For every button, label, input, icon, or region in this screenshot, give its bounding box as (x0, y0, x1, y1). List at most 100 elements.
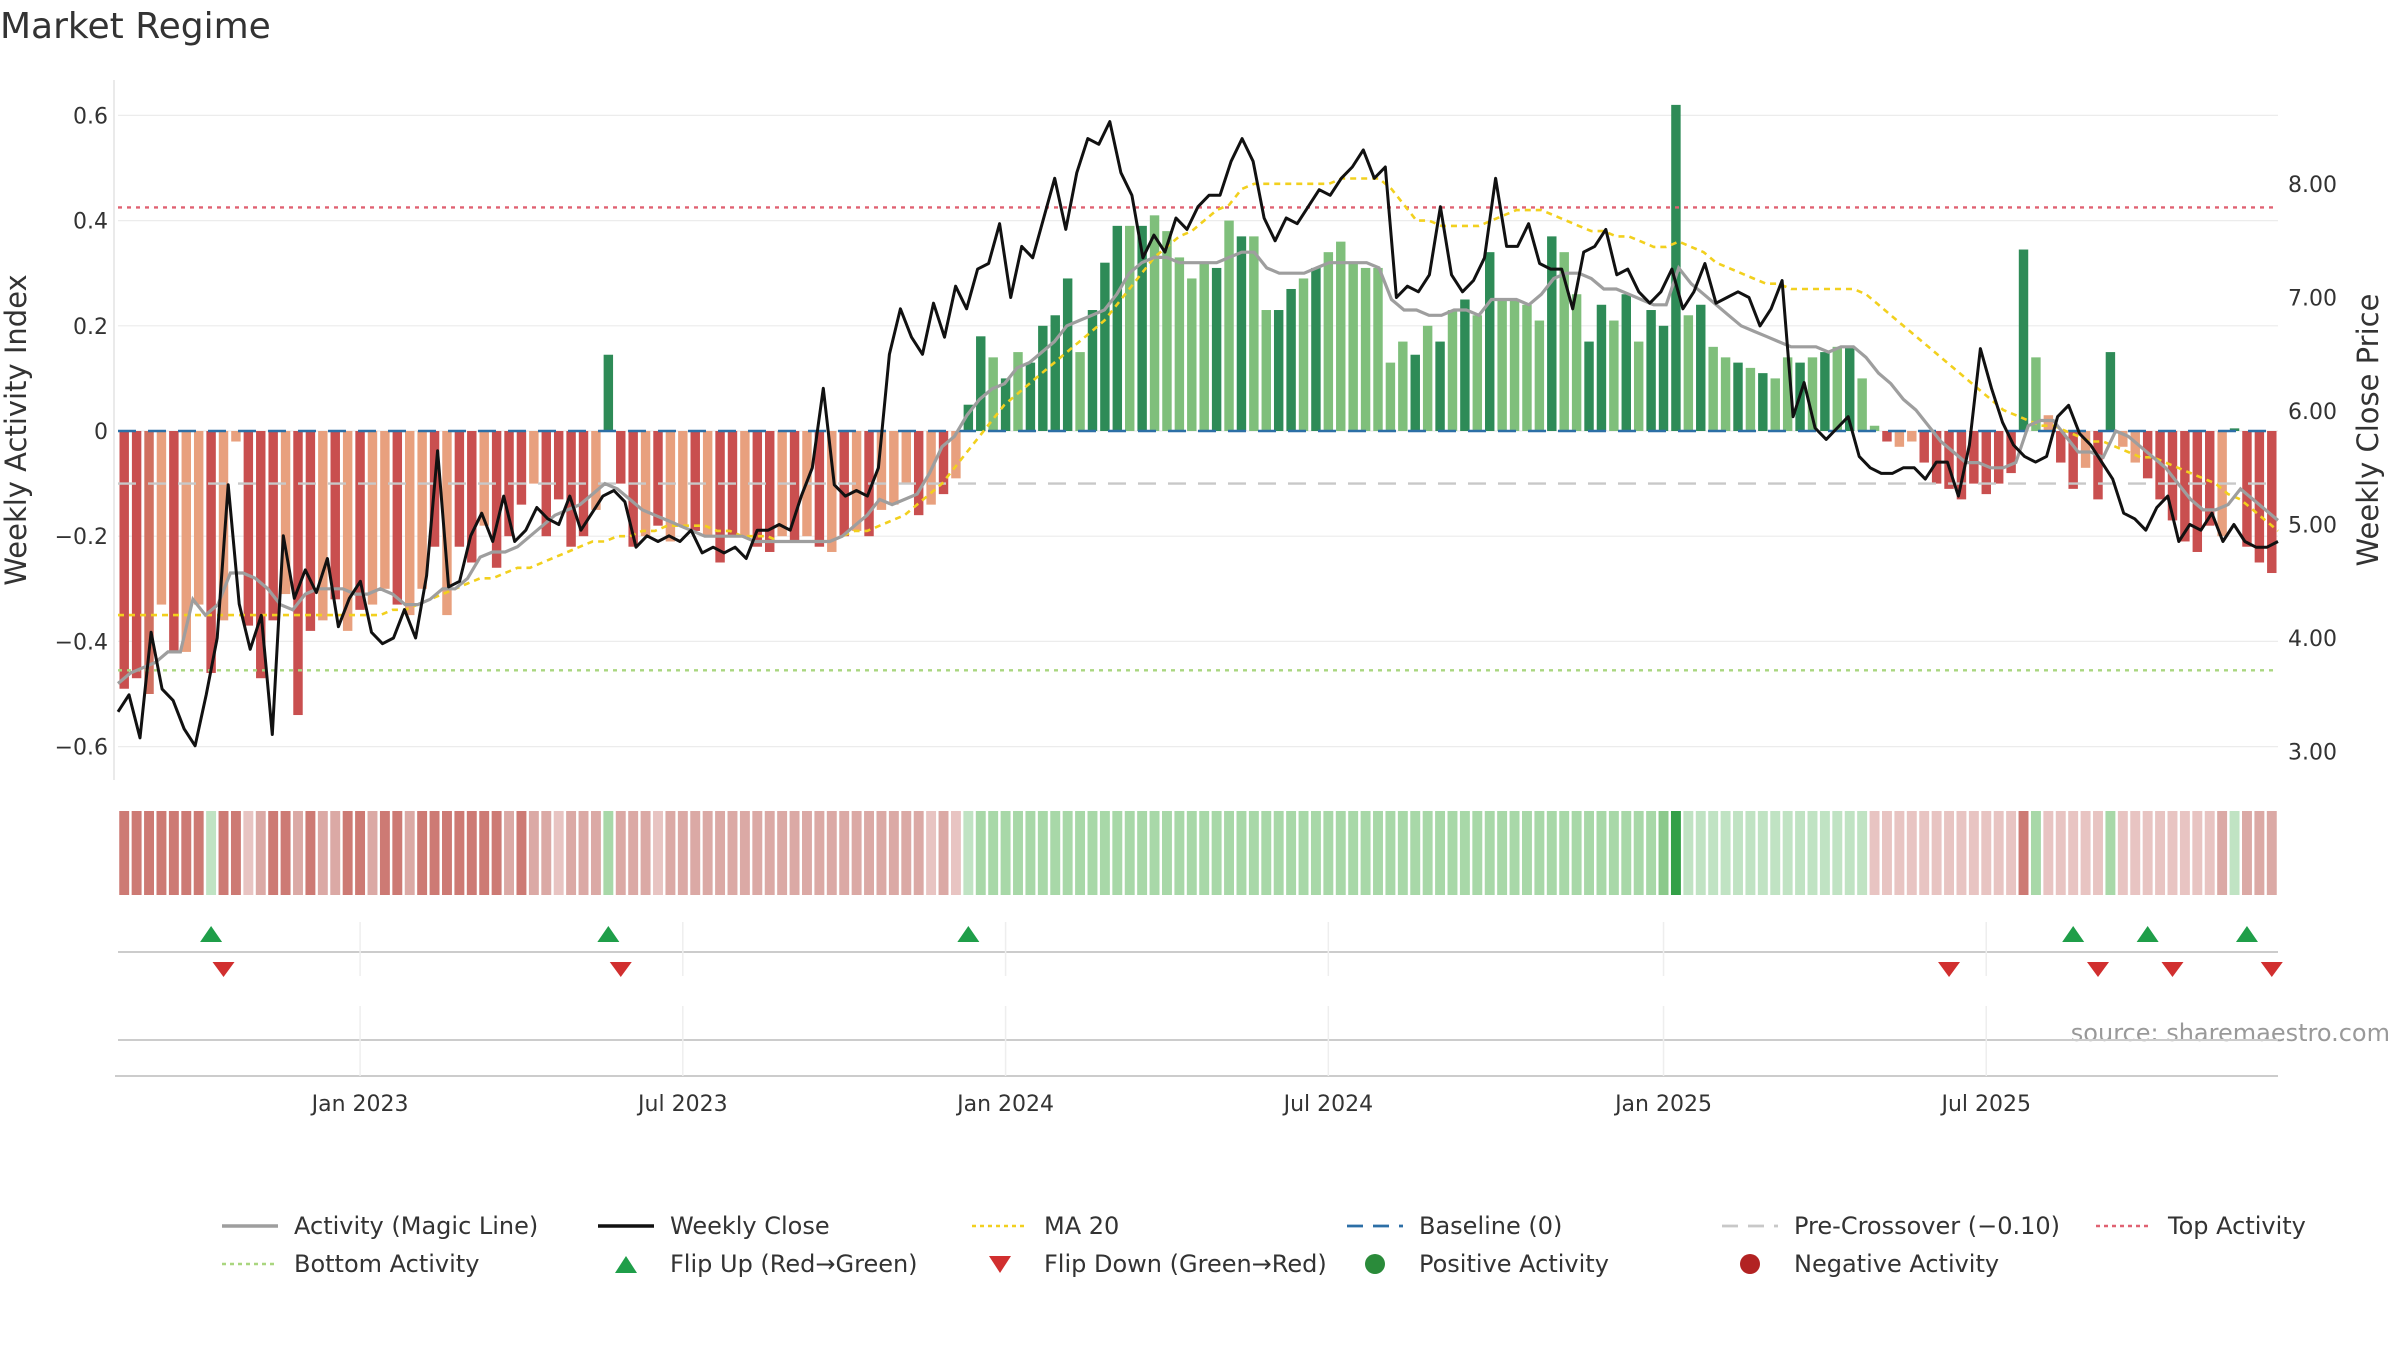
activity-bar (690, 431, 700, 531)
regime-strip-cell (1162, 811, 1172, 895)
regime-strip-cell (1273, 811, 1284, 895)
activity-bar (2056, 431, 2066, 463)
activity-bar (889, 431, 899, 505)
regime-strip-cell (1633, 811, 1644, 895)
activity-bar (876, 431, 887, 510)
regime-strip-cell (950, 811, 961, 895)
activity-bar (1534, 320, 1545, 431)
regime-strip-cell (2179, 811, 2190, 895)
activity-bar (206, 431, 216, 673)
regime-strip-cell (2266, 811, 2277, 895)
flip-up-marker (200, 926, 223, 942)
activity-bar (231, 431, 241, 442)
regime-strip-cell (367, 811, 378, 895)
regime-strip-cell (479, 811, 490, 895)
activity-bar (1211, 267, 1222, 431)
activity-bar (218, 431, 229, 621)
legend-item: Pre-Crossover (−0.10) (1722, 1212, 2060, 1240)
activity-bar (1261, 310, 1271, 431)
activity-bar (305, 431, 316, 631)
activity-bar (2068, 431, 2078, 489)
regime-strip-cell (1472, 811, 1483, 895)
legend-label: Bottom Activity (294, 1250, 479, 1278)
activity-bar (454, 431, 465, 547)
activity-bar (181, 431, 191, 652)
activity-bar (2031, 357, 2041, 431)
activity-bar (1100, 262, 1110, 431)
activity-bar (827, 431, 837, 552)
regime-strip-cell (653, 811, 663, 895)
activity-bar (1447, 310, 1458, 431)
regime-strip-cell (1857, 811, 1868, 895)
regime-strip-cell (2192, 811, 2203, 895)
regime-strip-cell (578, 811, 589, 895)
activity-bar (653, 431, 663, 526)
flip-up-marker (2235, 926, 2258, 942)
legend-label: Baseline (0) (1419, 1212, 1562, 1240)
regime-strip-cell (1559, 811, 1570, 895)
activity-bar (752, 431, 763, 547)
activity-bar (2080, 431, 2091, 468)
regime-strip-cell (1447, 811, 1458, 895)
activity-bar (144, 431, 154, 694)
x-tick-label: Jan 2024 (955, 1092, 1054, 1117)
legend-label: MA 20 (1044, 1212, 1119, 1240)
regime-strip-cell (1224, 811, 1234, 895)
activity-bar (2205, 431, 2215, 526)
regime-strip-cell (2142, 811, 2153, 895)
activity-bar (1062, 278, 1073, 431)
legend-item: Positive Activity (1365, 1250, 1609, 1278)
activity-bar (1199, 262, 1209, 431)
y-left-tick-label: 0.6 (73, 104, 108, 129)
regime-strip-cell (938, 811, 949, 895)
regime-strip-cell (913, 811, 924, 895)
legend-label: Weekly Close (670, 1212, 830, 1240)
activity-bar (1485, 252, 1495, 431)
legend-swatch (1740, 1254, 1760, 1274)
regime-strip-cell (1410, 811, 1421, 895)
regime-strip-cell (1459, 811, 1470, 895)
regime-strip-cell (1522, 811, 1532, 895)
regime-strip-cell (193, 811, 204, 895)
regime-strip-cell (727, 811, 738, 895)
regime-strip-cell (355, 811, 366, 895)
activity-bar (2006, 431, 2016, 474)
regime-strip-cell (1534, 811, 1545, 895)
activity-bar (1894, 431, 1905, 447)
regime-strip-cell (2018, 811, 2029, 895)
activity-bar (529, 431, 539, 484)
activity-bar (119, 431, 129, 689)
flip-up-marker (2136, 926, 2159, 942)
regime-strip-cell (1695, 811, 1706, 895)
activity-bar (2105, 352, 2116, 431)
regime-strip-cell (1298, 811, 1309, 895)
regime-strip-cell (1137, 811, 1148, 895)
x-tick-label: Jan 2025 (1613, 1092, 1712, 1117)
regime-strip-cell (417, 811, 428, 895)
legend-swatch (989, 1256, 1011, 1273)
activity-bar (1050, 315, 1060, 431)
y-left-tick-label: −0.4 (55, 630, 108, 655)
activity-bar (1311, 267, 1321, 431)
regime-strip-cell (1584, 811, 1594, 895)
regime-strip-cell (2093, 811, 2103, 895)
activity-bar (2043, 415, 2054, 431)
regime-strip-cell (2030, 811, 2041, 895)
regime-strip-cell (1099, 811, 1110, 895)
legend-label: Negative Activity (1794, 1250, 1999, 1278)
regime-strip-cell (1075, 811, 1086, 895)
activity-bar (1509, 299, 1520, 431)
activity-bar (665, 431, 676, 542)
flip-down-marker (2260, 962, 2283, 977)
regime-strip-cell (764, 811, 775, 895)
activity-bar (901, 431, 911, 484)
regime-strip-cell (690, 811, 701, 895)
y-left-tick-label: 0 (94, 420, 108, 445)
activity-bar (976, 336, 986, 431)
regime-strip-cell (1124, 811, 1135, 895)
activity-bar (491, 431, 502, 568)
regime-strip-cell (2229, 811, 2240, 895)
x-tick-label: Jan 2023 (310, 1092, 409, 1117)
activity-bar (951, 431, 961, 479)
